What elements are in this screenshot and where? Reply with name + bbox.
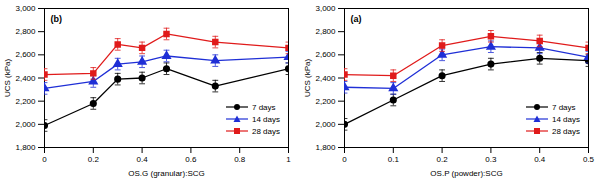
svg-text:OS.P (powder):SCG: OS.P (powder):SCG (430, 169, 502, 178)
svg-text:0.4: 0.4 (137, 155, 149, 164)
svg-text:2,800: 2,800 (15, 27, 36, 36)
svg-text:0.2: 0.2 (437, 155, 449, 164)
svg-text:1: 1 (286, 155, 291, 164)
svg-text:0.2: 0.2 (88, 155, 100, 164)
svg-text:0: 0 (342, 155, 347, 164)
html-text:14 days: 14 days (552, 114, 580, 124)
svg-text:3,000: 3,000 (315, 4, 336, 13)
svg-text:2,600: 2,600 (315, 50, 336, 59)
html-text:28 days: 28 days (552, 126, 580, 136)
svg-text:(b): (b) (51, 14, 63, 24)
svg-text:0.4: 0.4 (534, 155, 546, 164)
html-text:14 days: 14 days (252, 114, 280, 124)
svg-text:2,200: 2,200 (15, 97, 36, 106)
svg-text:0.5: 0.5 (583, 155, 595, 164)
html-text:28 days: 28 days (252, 126, 280, 136)
svg-text:1,800: 1,800 (15, 143, 36, 152)
svg-text:2,400: 2,400 (15, 74, 36, 83)
svg-text:0.3: 0.3 (485, 155, 497, 164)
svg-text:0.6: 0.6 (185, 155, 197, 164)
svg-text:0.1: 0.1 (388, 155, 400, 164)
svg-text:UCS (kPa): UCS (kPa) (3, 59, 12, 98)
svg-text:0.8: 0.8 (234, 155, 246, 164)
svg-text:2,800: 2,800 (315, 27, 336, 36)
svg-text:3,000: 3,000 (15, 4, 36, 13)
svg-text:1,800: 1,800 (315, 143, 336, 152)
svg-text:OS.G (granular):SCG: OS.G (granular):SCG (128, 169, 204, 178)
svg-text:UCS (kPa): UCS (kPa) (303, 59, 312, 98)
svg-text:0: 0 (42, 155, 47, 164)
html-text:7 days: 7 days (552, 102, 576, 112)
svg-text:2,000: 2,000 (315, 120, 336, 129)
svg-text:2,200: 2,200 (315, 97, 336, 106)
svg-text:2,600: 2,600 (15, 50, 36, 59)
svg-text:(a): (a) (351, 14, 362, 24)
html-text:7 days: 7 days (252, 102, 276, 112)
svg-text:2,400: 2,400 (315, 74, 336, 83)
svg-text:2,000: 2,000 (15, 120, 36, 129)
